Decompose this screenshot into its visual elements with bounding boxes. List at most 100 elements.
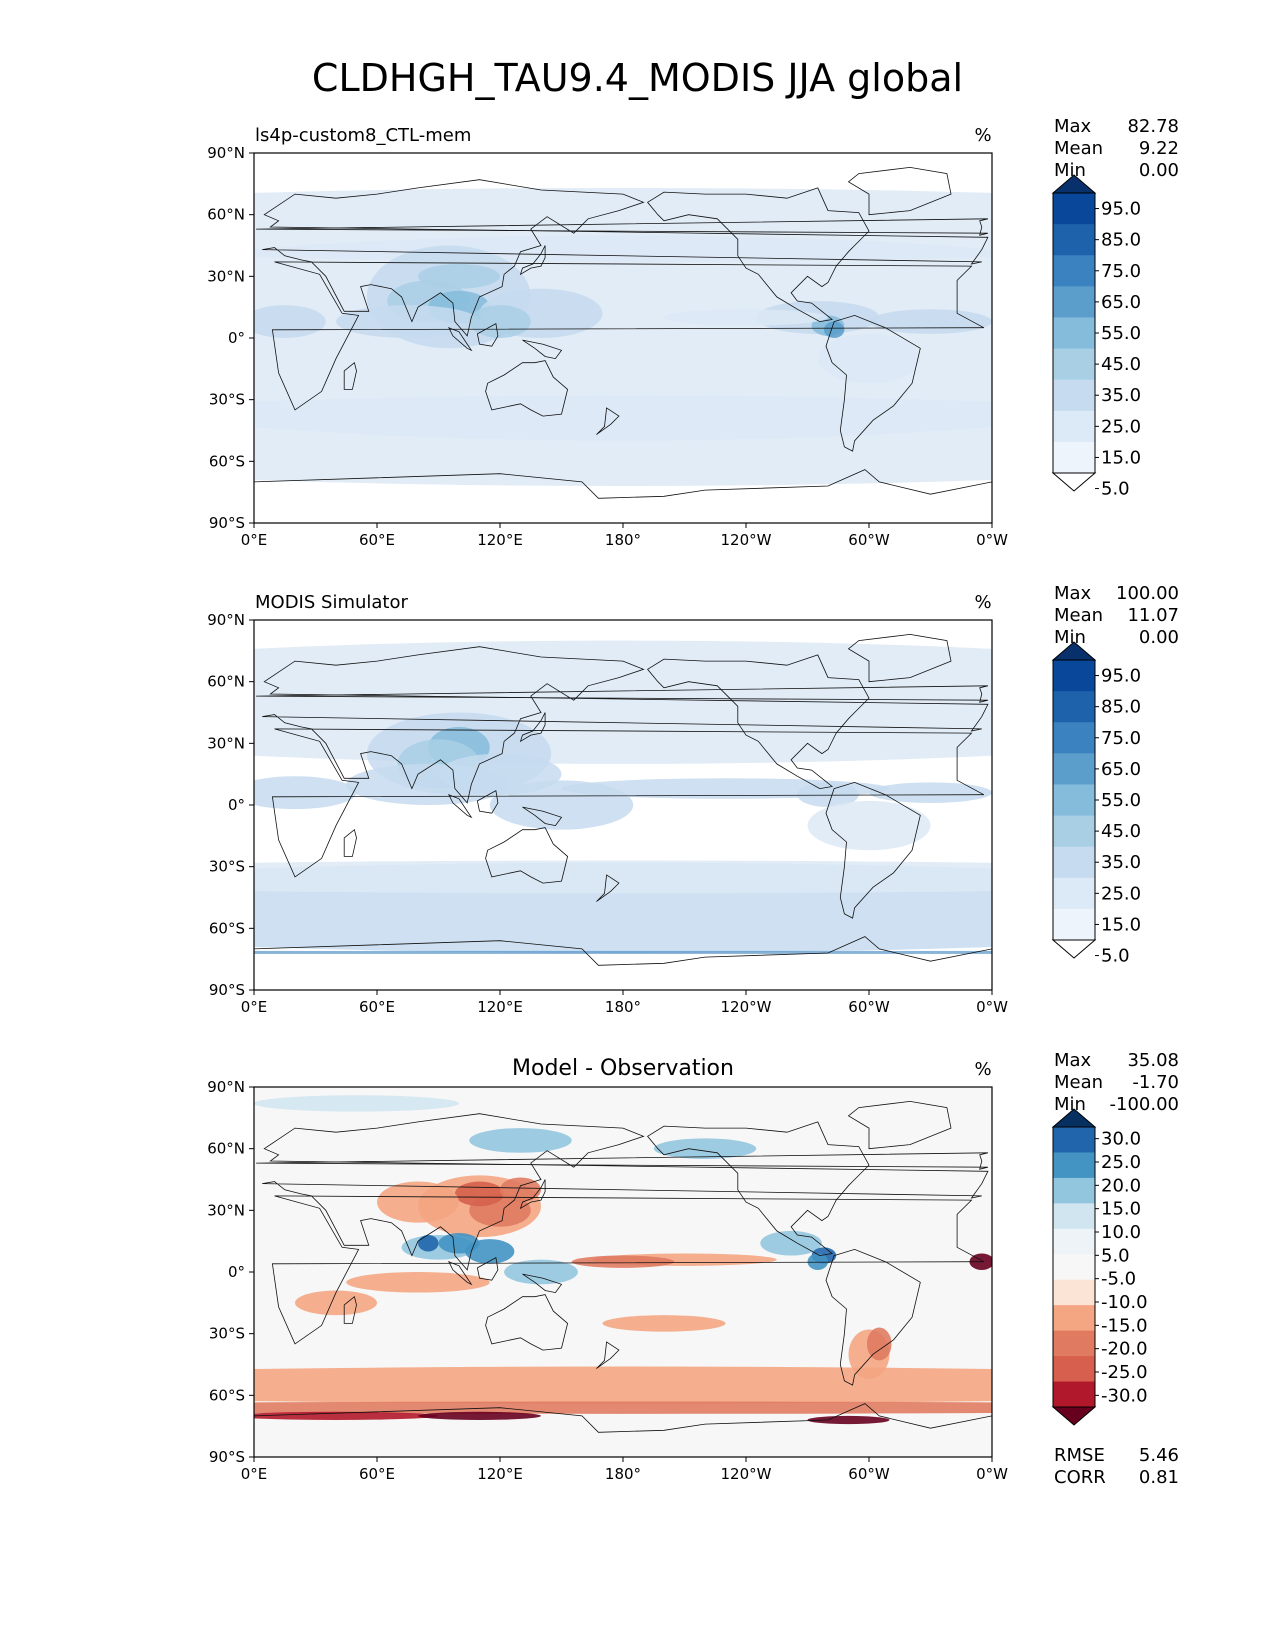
coastline-sumatra	[447, 793, 473, 819]
colorbar-tick-label: 85.0	[1101, 697, 1141, 718]
coastline-sumatra	[447, 326, 473, 352]
coastline-sumatra	[447, 1260, 473, 1286]
colorbar-swatch	[1053, 784, 1095, 817]
stat-label: Max	[1054, 583, 1092, 604]
coastlines	[254, 633, 992, 990]
lat-tick-label: 60°N	[207, 206, 245, 224]
lat-tick-label: 90°S	[209, 981, 245, 999]
colorbar-tick-label: 35.0	[1101, 385, 1141, 406]
contour-patch	[504, 1259, 578, 1285]
lon-tick-label: 60°W	[848, 998, 890, 1016]
coastlines	[254, 166, 992, 523]
contour-patch	[664, 309, 828, 326]
contour-patch	[254, 1095, 459, 1112]
contour-patch	[469, 1128, 572, 1153]
coastline-s_america	[825, 1248, 921, 1386]
lat-tick-label: 60°S	[209, 1386, 245, 1404]
colorbar-swatch	[1053, 846, 1095, 879]
colorbar-tick-label: 45.0	[1101, 821, 1141, 842]
contour-patch	[465, 1239, 515, 1264]
contour-patch	[797, 782, 859, 808]
colorbar-tick-label: -10.0	[1101, 1292, 1148, 1313]
contour-patch	[602, 1315, 726, 1332]
colorbar-tick-label: 25.0	[1101, 1152, 1141, 1173]
colorbar-swatch	[1053, 441, 1095, 474]
lon-tick-label: 0°W	[976, 531, 1008, 549]
lon-tick-label: 120°W	[721, 1465, 772, 1483]
coastline-africa	[271, 728, 984, 878]
coastline-africa	[271, 261, 984, 411]
lon-tick-label: 180°	[605, 1465, 641, 1483]
contour-patch	[254, 860, 992, 894]
lon-tick-label: 120°W	[721, 998, 772, 1016]
lon-tick-label: 120°E	[477, 1465, 523, 1483]
colorbar-swatch	[1053, 722, 1095, 754]
colorbar-tick-label: -5.0	[1101, 1269, 1136, 1290]
colorbar-tick-label: 45.0	[1101, 354, 1141, 375]
stat-label: Mean	[1054, 605, 1103, 626]
coastline-uk	[256, 685, 988, 703]
contour-patch	[869, 782, 992, 803]
colorbar-tick-label: 95.0	[1101, 666, 1141, 687]
contour-patch	[254, 305, 326, 338]
contour-patch	[336, 305, 480, 338]
colorbar-tick-label: 75.0	[1101, 261, 1141, 282]
metric-value: 5.46	[1139, 1445, 1179, 1466]
colorbar-tick-label: 65.0	[1101, 759, 1141, 780]
colorbar-swatch	[1053, 1127, 1095, 1153]
contour-patch	[869, 309, 992, 334]
coastline-s_america	[825, 781, 921, 919]
contour-patch	[254, 1366, 992, 1404]
stat-label: Mean	[1054, 138, 1103, 159]
coastline-n_america	[646, 187, 870, 323]
colorbar-swatch	[1053, 660, 1095, 692]
colorbar-swatch	[1053, 815, 1095, 848]
colorbar-swatch	[1053, 317, 1095, 350]
stat-value: 35.08	[1127, 1050, 1179, 1071]
coastline-n_america	[646, 654, 870, 790]
colorbar-tick-label: 5.0	[1101, 1245, 1130, 1266]
coastline-madagascar	[343, 1295, 357, 1324]
coastline-new_zealand	[596, 407, 620, 435]
stat-value: -1.70	[1132, 1072, 1179, 1093]
lon-tick-label: 0°E	[241, 531, 268, 549]
coastline-new_zealand	[596, 874, 620, 902]
coastline-madagascar	[343, 828, 357, 857]
contour-patch	[418, 1235, 439, 1252]
colorbar-tick-label: 5.0	[1101, 479, 1130, 500]
colorbar-tick-label: 15.0	[1101, 1199, 1141, 1220]
colorbar-tick-label: -30.0	[1101, 1385, 1148, 1406]
coastline-greenland	[847, 1100, 952, 1150]
stat-label: Min	[1054, 627, 1086, 648]
lon-tick-label: 60°W	[848, 531, 890, 549]
lon-tick-label: 120°E	[477, 998, 523, 1016]
coastline-borneo	[476, 322, 499, 347]
coastline-antarctica	[254, 1403, 992, 1457]
stat-value: 11.07	[1127, 605, 1179, 626]
lat-tick-label: 30°S	[209, 1325, 245, 1343]
contour-patch	[418, 1411, 541, 1420]
lat-tick-label: 90°N	[207, 1078, 245, 1096]
colorbar-tick-label: -25.0	[1101, 1362, 1148, 1383]
lon-tick-label: 0°E	[241, 1465, 268, 1483]
colorbar-swatch	[1053, 410, 1095, 443]
coastline-new_guinea	[522, 1273, 563, 1294]
colorbar-swatch	[1053, 1279, 1095, 1306]
colorbar-tick-label: 35.0	[1101, 852, 1141, 873]
lon-tick-label: 0°W	[976, 998, 1008, 1016]
stat-value: -100.00	[1110, 1094, 1179, 1115]
coastline-europe_asia	[262, 1113, 989, 1271]
stat-value: 100.00	[1116, 583, 1179, 604]
lon-tick-label: 0°E	[241, 998, 268, 1016]
coastline-borneo	[476, 789, 499, 814]
colorbar-swatch	[1053, 908, 1095, 941]
colorbar-tick-label: 55.0	[1101, 790, 1141, 811]
coastline-s_america	[825, 314, 921, 452]
coastline-new_guinea	[522, 806, 563, 827]
lat-tick-label: 30°S	[209, 858, 245, 876]
colorbar-swatch	[1053, 286, 1095, 318]
lat-tick-label: 0°	[228, 1263, 245, 1281]
panel-units: %	[974, 125, 991, 146]
lat-tick-label: 60°S	[209, 452, 245, 470]
